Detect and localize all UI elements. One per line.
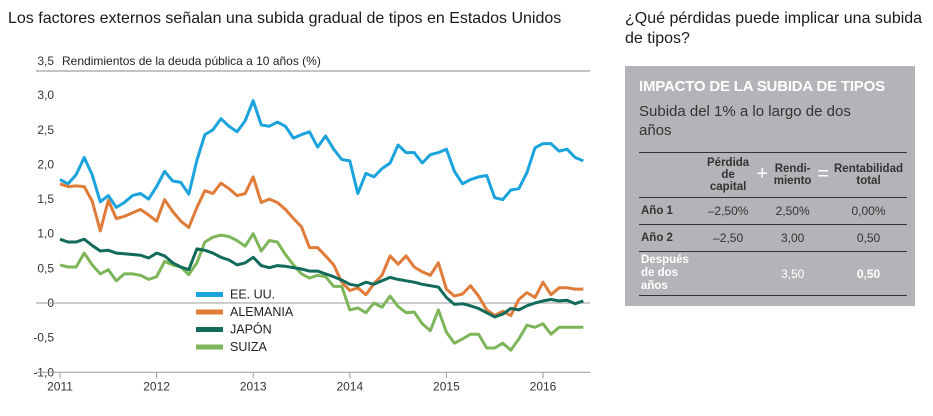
cell-total-return: 0,00% <box>830 197 907 225</box>
line-chart: Rendimientos de la deuda pública a 10 añ… <box>33 54 590 393</box>
legend-swatch <box>196 292 223 297</box>
table-header-total-return: Rentabilidad total <box>830 152 907 198</box>
row-label: Después de dos años <box>639 251 701 296</box>
row-label: Año 2 <box>639 224 701 252</box>
table-row: Año 2 –2,50 3,00 0,50 <box>639 224 907 252</box>
legend-label: SUIZA <box>230 340 267 354</box>
y-tick-label: 2,0 <box>37 157 54 171</box>
y-tick-label: 1,0 <box>37 227 54 241</box>
cell-yield: 3,50 <box>769 251 817 296</box>
table-row-total: Después de dos años 3,50 0,50 <box>639 251 907 296</box>
legend-label: JAPÓN <box>230 322 272 337</box>
y-axis-label: Rendimientos de la deuda pública a 10 añ… <box>62 54 321 68</box>
panel-subtitle: Subida del 1% a lo largo de dos años <box>639 103 851 139</box>
y-tick-label: 2,5 <box>37 123 54 137</box>
chart-title: Los factores externos señalan una subida… <box>8 10 562 27</box>
y-tick-label: 3,0 <box>37 88 54 102</box>
cell-capital-loss: –2,50% <box>701 197 756 225</box>
panel-heading: IMPACTO DE LA SUBIDA DE TIPOS <box>639 78 885 95</box>
x-tick-label: 2012 <box>143 379 170 393</box>
y-tick-label: 1,5 <box>37 192 54 206</box>
series-line-suiza <box>59 232 584 352</box>
series-line-alemania <box>59 175 584 317</box>
legend-swatch <box>196 309 223 315</box>
cell-total-return: 0,50 <box>830 224 907 252</box>
x-tick-label: 2011 <box>47 379 73 393</box>
y-tick-label: 0,5 <box>37 261 54 275</box>
impact-table: Pérdida de capital + Rendi-miento = Rent… <box>639 152 907 296</box>
y-tick-label: -0,5 <box>33 331 54 345</box>
equals-operator: = <box>816 152 831 198</box>
legend-swatch <box>196 344 223 350</box>
x-tick-label: 2015 <box>433 379 460 393</box>
row-label: Año 1 <box>639 197 701 225</box>
x-tick-label: 2014 <box>336 379 363 393</box>
legend-label: EE. UU. <box>230 288 275 302</box>
series-line-jap-n <box>59 237 584 319</box>
table-header-empty <box>639 152 701 198</box>
plus-operator: + <box>755 152 770 198</box>
cell-yield: 2,50% <box>769 197 817 225</box>
y-tick-label: 3,5 <box>37 54 54 68</box>
cell-yield: 3,00 <box>769 224 817 252</box>
table-row: Año 1 –2,50% 2,50% 0,00% <box>639 197 907 225</box>
table-header-row: Pérdida de capital + Rendi-miento = Rent… <box>639 152 907 198</box>
cell-total-return: 0,50 <box>830 251 907 296</box>
cell-capital-loss <box>701 251 756 296</box>
x-tick-label: 2013 <box>240 379 267 393</box>
impact-panel: IMPACTO DE LA SUBIDA DE TIPOS Subida del… <box>625 66 915 306</box>
side-title: ¿Qué pérdidas puede implicar una subida … <box>625 10 923 47</box>
table-header-yield: Rendi-miento <box>769 152 817 198</box>
x-tick-label: 2016 <box>530 379 557 393</box>
legend-swatch <box>196 327 223 332</box>
series-line-ee-uu- <box>59 99 584 209</box>
legend-label: ALEMANIA <box>230 305 294 319</box>
table-header-capital-loss: Pérdida de capital <box>701 152 756 198</box>
cell-capital-loss: –2,50 <box>701 224 756 252</box>
